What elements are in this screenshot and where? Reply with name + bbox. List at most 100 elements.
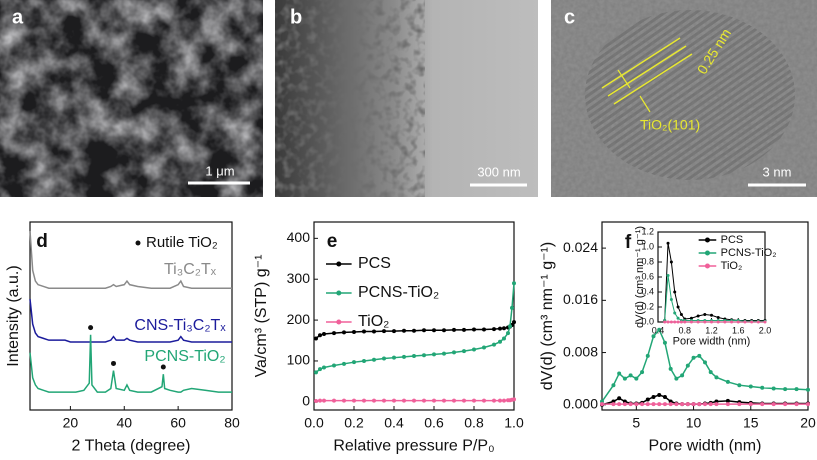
series-line bbox=[29, 298, 232, 343]
data-point bbox=[673, 290, 677, 294]
data-point bbox=[703, 313, 707, 316]
data-point bbox=[662, 394, 667, 399]
data-point bbox=[691, 355, 696, 360]
data-point bbox=[679, 313, 683, 316]
data-point bbox=[634, 376, 639, 381]
y-tick-label: 0.016 bbox=[563, 291, 598, 307]
data-point bbox=[716, 320, 720, 324]
panel-letter: f bbox=[625, 232, 632, 253]
data-point bbox=[680, 373, 685, 378]
data-point bbox=[679, 320, 683, 324]
data-point bbox=[352, 398, 356, 403]
data-point bbox=[318, 333, 322, 338]
data-point bbox=[482, 398, 486, 403]
data-point bbox=[771, 402, 776, 407]
data-point bbox=[676, 305, 680, 309]
data-point bbox=[442, 398, 446, 403]
legend-marker bbox=[336, 290, 342, 296]
legend-label: PCS bbox=[721, 234, 744, 246]
data-point bbox=[662, 340, 667, 345]
data-point bbox=[422, 353, 426, 358]
plot-frame bbox=[601, 221, 809, 411]
data-point bbox=[422, 398, 426, 403]
scale-label: 3 nm bbox=[763, 164, 792, 179]
plot-frame bbox=[29, 221, 233, 411]
data-point bbox=[617, 396, 622, 401]
y-tick-label: 0.4 bbox=[641, 286, 654, 296]
data-point bbox=[697, 402, 702, 407]
data-point bbox=[372, 357, 376, 362]
data-point bbox=[510, 305, 514, 310]
data-point bbox=[703, 402, 707, 407]
data-point bbox=[708, 370, 713, 375]
data-point bbox=[725, 398, 730, 403]
data-point bbox=[482, 345, 486, 350]
data-point bbox=[412, 328, 416, 333]
series-line bbox=[601, 328, 809, 402]
data-point bbox=[314, 370, 318, 375]
legend-marker bbox=[704, 237, 710, 243]
data-point bbox=[442, 351, 446, 356]
legend-label: PCNS-TiO₂ bbox=[721, 247, 777, 259]
data-point bbox=[617, 402, 622, 407]
data-point bbox=[498, 398, 502, 403]
data-point bbox=[760, 402, 765, 407]
data-point bbox=[628, 402, 633, 407]
peak-marker bbox=[160, 364, 166, 370]
data-point bbox=[634, 402, 639, 407]
data-point bbox=[651, 402, 656, 407]
data-point bbox=[674, 402, 679, 407]
legend-label: PCS bbox=[358, 255, 391, 272]
x-tick-label: 0.2 bbox=[344, 415, 364, 431]
data-point bbox=[725, 402, 730, 407]
data-point bbox=[342, 361, 346, 366]
data-point bbox=[412, 398, 416, 403]
data-point bbox=[611, 383, 616, 388]
y-tick-label: 0.6 bbox=[641, 271, 654, 281]
data-point bbox=[412, 354, 416, 359]
data-point bbox=[676, 320, 680, 324]
data-point bbox=[506, 331, 510, 336]
data-point bbox=[502, 326, 506, 331]
data-point bbox=[508, 324, 512, 329]
data-point bbox=[737, 383, 742, 388]
data-point bbox=[332, 398, 336, 403]
data-point bbox=[498, 326, 502, 331]
data-point bbox=[492, 398, 496, 403]
y-axis-title: Intensity (a.u.) bbox=[5, 265, 22, 366]
data-point bbox=[743, 320, 747, 324]
data-point bbox=[673, 320, 677, 324]
data-point bbox=[710, 313, 713, 317]
y-tick-label: 1.0 bbox=[641, 241, 654, 251]
data-point bbox=[666, 320, 670, 324]
data-point bbox=[730, 320, 734, 324]
data-point bbox=[352, 329, 356, 334]
y-axis-title: dV(d) (cm³ nm⁻¹ g⁻¹) bbox=[539, 242, 556, 390]
data-point bbox=[657, 392, 662, 397]
data-point bbox=[645, 402, 650, 407]
data-point bbox=[748, 384, 753, 389]
y-tick-label: 0.024 bbox=[563, 239, 598, 255]
data-point bbox=[502, 398, 506, 403]
x-tick-label: 80 bbox=[224, 415, 240, 431]
data-point bbox=[452, 327, 456, 332]
data-point bbox=[492, 342, 496, 347]
data-point bbox=[362, 358, 366, 363]
data-point bbox=[697, 353, 702, 358]
data-point bbox=[685, 402, 690, 407]
data-point bbox=[382, 356, 386, 361]
lattice-line bbox=[607, 45, 687, 97]
data-point bbox=[794, 402, 799, 407]
x-tick-label: 20 bbox=[63, 415, 79, 431]
panel-letter: d bbox=[36, 231, 48, 252]
data-point bbox=[657, 327, 662, 332]
scale-label: 1 μm bbox=[205, 163, 234, 178]
data-point bbox=[372, 398, 376, 403]
data-point bbox=[714, 402, 719, 407]
data-point bbox=[669, 320, 673, 324]
legend-label: TiO₂ bbox=[358, 313, 389, 330]
data-point bbox=[703, 320, 707, 324]
data-point bbox=[689, 316, 693, 320]
data-point bbox=[402, 354, 406, 359]
